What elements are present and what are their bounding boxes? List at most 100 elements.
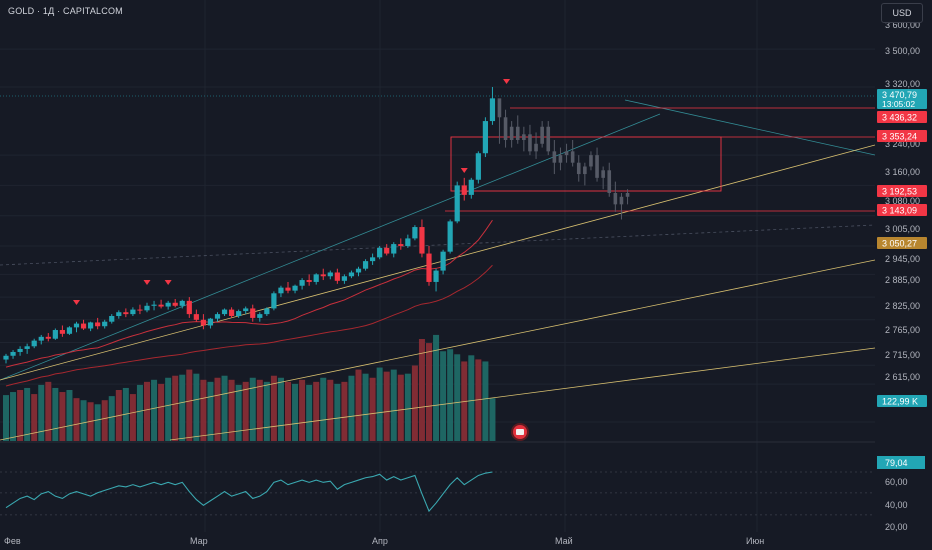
trend-line-teal-upper — [624, 99, 876, 156]
volume-bar — [277, 377, 284, 441]
price-tag — [877, 130, 927, 142]
candle — [320, 274, 326, 277]
volume-bar — [299, 379, 306, 441]
candle — [45, 336, 51, 339]
time-axis-label: Июн — [746, 536, 764, 546]
projection-candle — [595, 155, 599, 178]
volume-bar — [10, 392, 17, 441]
candle — [440, 251, 446, 271]
projection-candle — [576, 162, 581, 175]
candle — [433, 270, 439, 282]
volume-bar — [108, 396, 115, 441]
candle — [377, 247, 383, 258]
candle — [17, 348, 23, 352]
volume-bar — [3, 395, 9, 441]
volume-bar — [129, 394, 136, 441]
time-axis-label: Мар — [190, 536, 208, 546]
candle — [109, 316, 115, 322]
currency-button[interactable]: USD — [881, 3, 923, 23]
projection-candle — [515, 126, 520, 140]
price-axis-label: 2 765,00 — [885, 325, 920, 335]
volume-bar — [447, 349, 454, 441]
price-tag-label: 122,99 K — [882, 397, 918, 407]
volume-bar — [249, 377, 256, 441]
volume-bar — [270, 375, 277, 441]
candle — [370, 257, 376, 262]
candle — [151, 304, 157, 306]
candle — [193, 314, 199, 320]
volume-bar — [334, 383, 341, 441]
candle — [362, 261, 369, 269]
volume-bar — [136, 384, 143, 441]
candle — [257, 314, 263, 318]
volume-bar — [433, 334, 440, 441]
symbol-title[interactable]: GOLD · 1Д · CAPITALCOM — [8, 6, 123, 16]
candle — [475, 153, 481, 180]
candle — [59, 330, 65, 334]
us-flag-event-icon[interactable] — [513, 425, 527, 439]
time-axis-label: Май — [555, 536, 573, 546]
volume-bar — [45, 381, 52, 441]
volume-bar — [454, 354, 461, 441]
yellow-channel-top — [0, 144, 876, 381]
candle — [405, 238, 411, 246]
projection-candle — [540, 126, 544, 144]
candle — [384, 247, 390, 254]
projection-candle — [503, 117, 508, 140]
volume-bar — [52, 387, 59, 441]
candle — [3, 355, 9, 360]
supply-zone — [450, 136, 722, 192]
candle — [489, 98, 496, 122]
projection-candle — [497, 98, 502, 118]
volume-bar — [73, 398, 80, 441]
price-axis-label: 2 715,00 — [885, 350, 920, 360]
candle — [468, 179, 474, 195]
price-tag — [877, 204, 927, 216]
candle — [292, 285, 298, 291]
candle — [426, 253, 432, 282]
price-tag — [877, 89, 927, 109]
projection-candle — [583, 166, 587, 175]
volume-bar — [348, 375, 355, 441]
candle — [137, 309, 143, 311]
signal-triangle — [143, 280, 151, 285]
volume-bar — [242, 381, 249, 441]
volume-bar — [376, 367, 383, 441]
signal-triangle — [460, 168, 468, 173]
projection-candle — [558, 155, 563, 163]
price-tag-countdown: 13:05:02 — [882, 99, 915, 109]
volume-bar — [390, 369, 397, 441]
ma-red-slow — [5, 264, 493, 387]
candle — [348, 272, 355, 277]
volume-bar — [221, 375, 228, 441]
candle — [158, 304, 164, 307]
price-tag-label: 3 470,79 — [882, 90, 917, 100]
candle — [130, 309, 136, 315]
volume-bar — [80, 400, 87, 441]
candle — [355, 268, 362, 273]
volume-bar — [151, 379, 158, 441]
candle — [66, 327, 73, 334]
volume-bar — [179, 374, 186, 441]
price-tag-label: 3 353,24 — [882, 132, 917, 142]
volume-bar — [94, 404, 101, 441]
volume-bar — [411, 365, 418, 441]
candle — [482, 121, 488, 154]
volume-bar — [200, 379, 207, 441]
volume-bar — [306, 384, 313, 441]
projection-candle — [570, 151, 575, 163]
volume-bar — [158, 383, 165, 441]
candle — [179, 300, 185, 306]
volume-bar — [144, 381, 150, 441]
projection-candle — [522, 134, 526, 140]
projection-candle — [607, 170, 612, 193]
volume-bar — [165, 377, 172, 441]
volume-bar — [172, 375, 179, 441]
projection-candle — [601, 170, 605, 178]
volume-bar — [397, 374, 404, 441]
volume-bar — [17, 390, 24, 441]
volume-bar — [207, 381, 214, 441]
rsi-axis-label: 40,00 — [885, 500, 908, 510]
